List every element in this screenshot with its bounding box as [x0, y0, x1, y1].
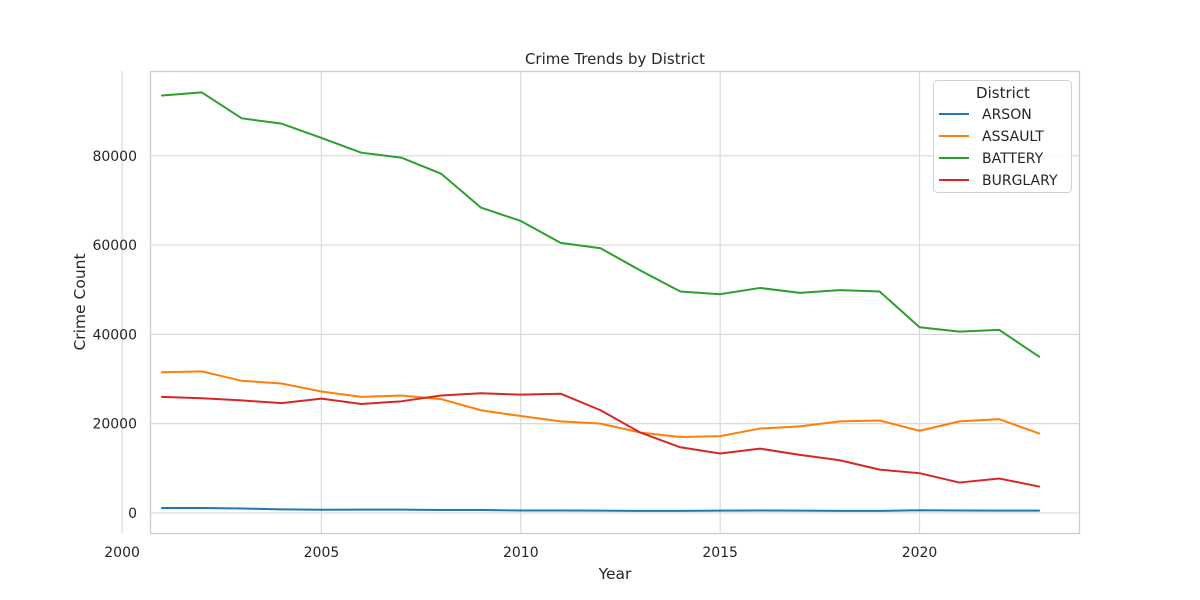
legend-label-burglary: BURGLARY: [982, 173, 1058, 189]
y-tick-label: 40000: [92, 327, 137, 343]
x-tick-label: 2000: [104, 545, 140, 561]
y-tick-label: 60000: [92, 238, 137, 254]
legend-items: ARSON ASSAULT BATTERY BURGLARY: [939, 107, 1058, 189]
grid-lines: [121, 71, 1079, 533]
y-tick-label: 0: [128, 506, 137, 522]
series-line-battery: [160, 91, 1041, 358]
y-axis-label: Crime Count: [71, 253, 89, 350]
y-axis-ticks: 0 20000 40000 60000 80000: [92, 149, 137, 522]
legend-label-arson: ARSON: [982, 107, 1032, 123]
series-line-arson: [160, 507, 1041, 512]
x-tick-label: 2010: [503, 545, 539, 561]
x-axis-ticks: 2000 2005 2010 2015 2020: [104, 545, 937, 561]
chart-title: Crime Trends by District: [525, 50, 705, 68]
series-line-burglary: [160, 392, 1041, 488]
x-tick-label: 2005: [304, 545, 340, 561]
legend-label-assault: ASSAULT: [982, 129, 1044, 145]
series-line-assault: [160, 370, 1041, 439]
x-tick-label: 2020: [902, 545, 938, 561]
plot-frame: [149, 70, 1081, 535]
x-axis-label: Year: [598, 565, 632, 583]
y-tick-label: 80000: [92, 149, 137, 165]
x-tick-label: 2015: [702, 545, 738, 561]
legend-box: [933, 80, 1072, 193]
series-lines: [160, 91, 1041, 512]
legend-label-battery: BATTERY: [982, 151, 1044, 167]
y-tick-label: 20000: [92, 417, 137, 433]
legend: District ARSON ASSAULT BATTERY BURGLARY: [933, 80, 1072, 193]
legend-title: District: [976, 84, 1030, 102]
